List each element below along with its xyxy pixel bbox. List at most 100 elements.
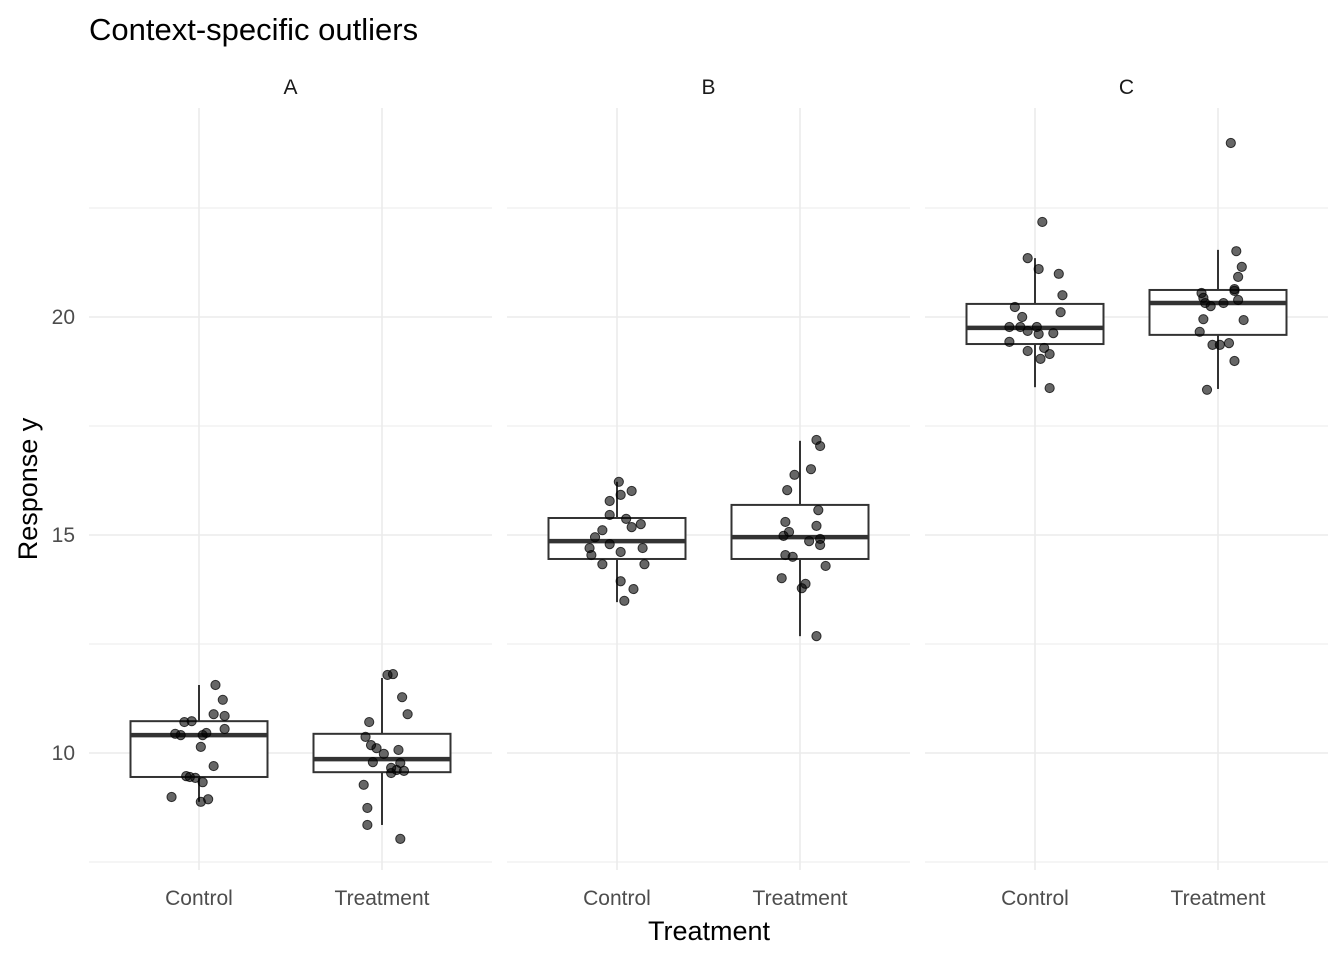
x-tick-label: Control [1001, 887, 1069, 910]
data-point [1017, 311, 1028, 323]
data-point [811, 520, 822, 531]
data-point [219, 723, 230, 735]
data-point [208, 709, 219, 720]
facet-panel-b: B Control Treatment [507, 76, 910, 910]
boxplot-group-treatment [1148, 137, 1288, 395]
data-point [604, 495, 615, 507]
data-point [820, 560, 831, 572]
x-tick-label: Control [583, 887, 651, 910]
data-point [1037, 216, 1048, 228]
boxplot-group-control [965, 216, 1105, 394]
data-point [619, 595, 630, 606]
facet-panels: A Control Treatment B Control Treatment C Contr… [89, 76, 1328, 910]
data-point [1225, 137, 1236, 149]
data-point [780, 516, 791, 528]
data-point [813, 505, 824, 516]
data-point [613, 476, 624, 487]
boxplot-group-control [547, 476, 687, 606]
data-point [358, 779, 369, 790]
boxplot-group-control [129, 679, 269, 807]
data-point [1055, 307, 1066, 318]
data-point [219, 710, 230, 722]
data-point [1044, 348, 1055, 360]
data-point [1053, 268, 1064, 279]
data-point [1205, 301, 1216, 312]
data-point [1223, 338, 1235, 349]
data-point [805, 464, 817, 475]
facet-panel-c: C Control Treatment [925, 76, 1328, 910]
data-point [378, 748, 389, 759]
data-point [1214, 339, 1225, 351]
data-point [1009, 301, 1020, 313]
y-axis-title: Response y [13, 417, 43, 560]
data-point [1236, 261, 1247, 272]
data-point [1044, 382, 1055, 394]
data-point [387, 668, 399, 680]
data-point [1198, 314, 1209, 325]
data-point [190, 772, 201, 783]
data-point [626, 485, 637, 497]
data-point [615, 546, 626, 558]
data-point [1022, 325, 1033, 337]
y-tick-label: 15 [52, 524, 75, 547]
data-point [217, 694, 228, 705]
data-point [201, 727, 212, 739]
data-point [1022, 345, 1033, 357]
data-point [364, 716, 375, 728]
data-point [615, 576, 626, 587]
data-point [197, 777, 208, 788]
data-point [1229, 285, 1240, 296]
data-point [586, 549, 597, 561]
data-point [804, 536, 815, 547]
data-point [787, 551, 798, 562]
data-point [1201, 384, 1213, 395]
data-point [597, 525, 608, 536]
data-point [175, 730, 186, 741]
data-point [1033, 263, 1044, 275]
x-tick-label: Control [165, 887, 233, 910]
data-point [1229, 355, 1240, 367]
data-point [1238, 314, 1249, 326]
data-point [1022, 253, 1033, 264]
data-point [1218, 297, 1229, 309]
data-point [1233, 294, 1244, 306]
data-point [782, 484, 793, 496]
data-point [1231, 246, 1242, 257]
data-point [778, 530, 789, 541]
data-point [1048, 328, 1059, 339]
data-point [637, 542, 648, 554]
data-point [179, 716, 190, 728]
x-tick-label: Treatment [753, 887, 848, 910]
facet-strip-label: C [1119, 76, 1134, 99]
data-point [386, 767, 397, 779]
data-point [195, 741, 206, 752]
data-point [635, 519, 646, 530]
data-point [589, 532, 601, 543]
data-point [208, 760, 219, 772]
data-point [397, 692, 408, 703]
boxplot-group-treatment [730, 434, 870, 642]
data-point [1033, 328, 1044, 340]
data-point [811, 631, 822, 642]
data-point [362, 802, 373, 814]
y-tick-label: 10 [52, 742, 75, 765]
data-point [1004, 321, 1015, 333]
data-point [815, 440, 826, 452]
data-point [615, 489, 626, 500]
x-tick-label: Treatment [335, 887, 430, 910]
data-point [395, 833, 406, 844]
chart-title: Context-specific outliers [89, 12, 418, 47]
data-point [626, 522, 637, 533]
data-point [367, 757, 378, 768]
data-point [360, 731, 371, 742]
data-point [371, 743, 382, 754]
data-point [1233, 271, 1244, 282]
iqr-box [730, 503, 870, 560]
data-point [1057, 290, 1068, 301]
data-point [621, 513, 632, 524]
data-point [597, 559, 608, 570]
data-point [1035, 353, 1046, 364]
data-point [402, 709, 413, 720]
data-point [776, 573, 787, 584]
